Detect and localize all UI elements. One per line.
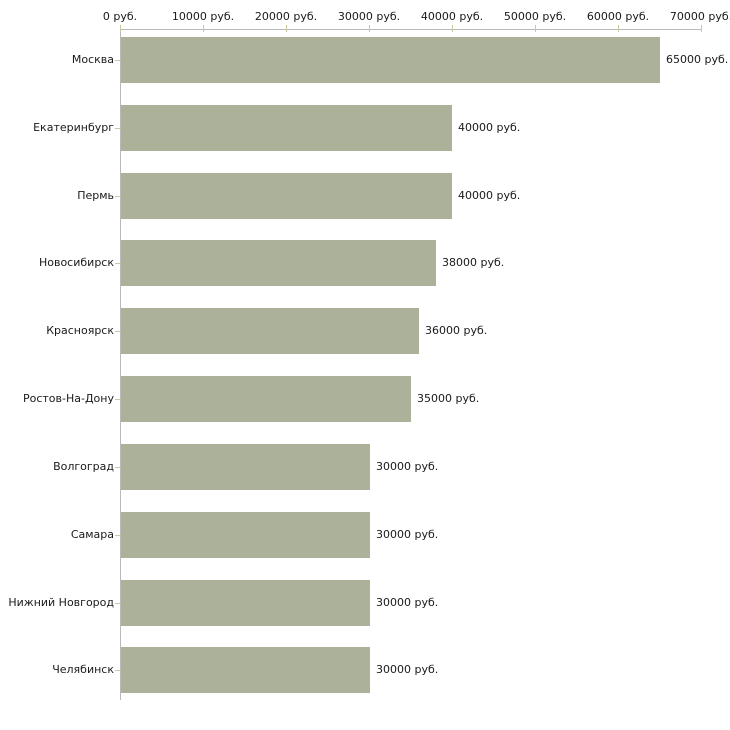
category-label: Пермь (77, 189, 114, 202)
bar-value-label: 35000 руб. (417, 392, 480, 405)
category-label: Красноярск (46, 324, 114, 337)
category-tick-mark (115, 535, 121, 536)
x-tick-label: 50000 руб. (503, 10, 567, 23)
category-label: Челябинск (52, 663, 114, 676)
x-tick-label: 60000 руб. (586, 10, 650, 23)
bar (121, 512, 370, 558)
x-tick-label: 40000 руб. (420, 10, 484, 23)
category-tick-mark (115, 603, 121, 604)
x-tick-label: 0 руб. (102, 10, 138, 23)
x-tick-mark (452, 25, 453, 32)
category-tick-mark (115, 670, 121, 671)
bar-value-label: 40000 руб. (458, 189, 521, 202)
bar (121, 173, 452, 219)
bar (121, 37, 660, 83)
x-axis-line (120, 29, 702, 30)
category-tick-mark (115, 128, 121, 129)
x-tick-label: 30000 руб. (337, 10, 401, 23)
category-tick-mark (115, 60, 121, 61)
bar (121, 647, 370, 693)
bar-value-label: 30000 руб. (376, 596, 439, 609)
bar (121, 376, 411, 422)
category-tick-mark (115, 399, 121, 400)
bar-value-label: 36000 руб. (425, 324, 488, 337)
bar-value-label: 30000 руб. (376, 663, 439, 676)
x-tick-label: 20000 руб. (254, 10, 318, 23)
category-label: Новосибирск (38, 256, 114, 269)
category-label: Самара (70, 528, 114, 541)
category-label: Екатеринбург (33, 121, 114, 134)
x-tick-mark (535, 25, 536, 32)
x-tick-label: 70000 руб. (669, 10, 730, 23)
bar-value-label: 65000 руб. (666, 53, 729, 66)
x-tick-mark (203, 25, 204, 32)
category-label: Ростов-На-Дону (22, 392, 114, 405)
bar (121, 105, 452, 151)
x-tick-mark (618, 25, 619, 32)
category-label: Нижний Новгород (8, 596, 114, 609)
bar-value-label: 30000 руб. (376, 528, 439, 541)
bar-value-label: 38000 руб. (442, 256, 505, 269)
category-label: Волгоград (53, 460, 114, 473)
category-tick-mark (115, 196, 121, 197)
x-tick-label: 10000 руб. (171, 10, 235, 23)
bar (121, 308, 419, 354)
category-label: Москва (71, 53, 114, 66)
x-tick-mark (120, 25, 121, 32)
bar (121, 580, 370, 626)
category-tick-mark (115, 263, 121, 264)
bar (121, 444, 370, 490)
bar (121, 240, 436, 286)
bar-value-label: 30000 руб. (376, 460, 439, 473)
x-tick-mark (701, 25, 702, 32)
x-tick-mark (369, 25, 370, 32)
x-tick-mark (286, 25, 287, 32)
category-tick-mark (115, 467, 121, 468)
category-tick-mark (115, 331, 121, 332)
bar-value-label: 40000 руб. (458, 121, 521, 134)
y-axis-line (120, 29, 121, 700)
